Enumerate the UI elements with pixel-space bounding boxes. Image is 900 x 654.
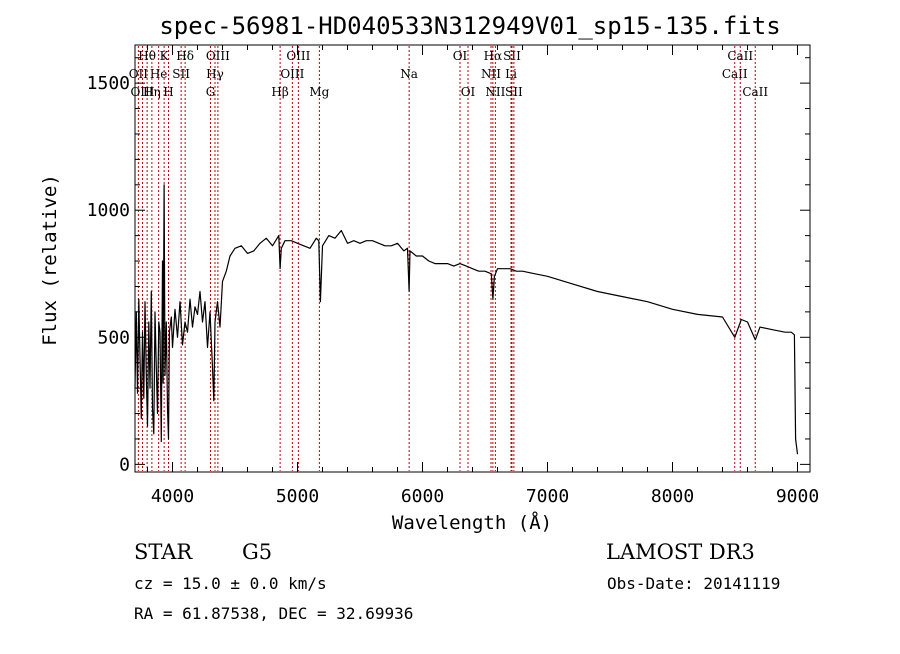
marker-label-14: OIII xyxy=(286,49,310,63)
x-tick-label-5000: 5000 xyxy=(276,486,319,507)
marker-label-7: SII xyxy=(172,67,190,81)
marker-label-0: Hθ xyxy=(138,49,156,63)
x-tick-label-9000: 9000 xyxy=(776,486,819,507)
object-subclass: G5 xyxy=(242,540,272,564)
y-tick-label-1000: 1000 xyxy=(87,200,130,221)
marker-label-12: Hβ xyxy=(271,85,288,99)
marker-label-23: SII xyxy=(503,49,521,63)
marker-label-16: Na xyxy=(400,67,418,81)
marker-label-21: NII xyxy=(485,85,505,99)
obs-date: Obs-Date: 20141119 xyxy=(607,574,780,593)
redshift-text: cz = 15.0 ± 0.0 km/s xyxy=(134,574,327,593)
chart-title: spec-56981-HD040533N312949V01_sp15-135.f… xyxy=(159,12,780,40)
marker-label-4: Hη xyxy=(143,85,161,99)
spectrum-series xyxy=(134,184,799,455)
marker-label-11: OIII xyxy=(206,49,230,63)
marker-label-24: SII xyxy=(505,85,523,99)
y-tick-label-0: 0 xyxy=(119,454,130,475)
marker-label-10: Hγ xyxy=(206,67,224,81)
marker-label-17: OI xyxy=(453,49,468,63)
plot-frame xyxy=(134,44,811,473)
marker-label-1: OII xyxy=(129,67,149,81)
spectrum-line-flux xyxy=(134,184,799,455)
marker-label-9: G xyxy=(206,85,216,99)
y-tick-label-1500: 1500 xyxy=(87,73,130,94)
x-tick-label-4000: 4000 xyxy=(151,486,194,507)
marker-label-15: Mg xyxy=(309,85,329,99)
marker-label-20: Hα xyxy=(484,49,503,63)
marker-label-13: OIII xyxy=(280,67,304,81)
coordinates: RA = 61.87538, DEC = 32.69936 xyxy=(134,604,413,623)
marker-label-8: Hδ xyxy=(176,49,194,63)
object-class: STAR xyxy=(134,540,193,564)
axes: 4000 5000 6000 7000 8000 9000 0 500 1000 1500 xyxy=(87,44,819,507)
y-axis-label: Flux (relative) xyxy=(39,174,61,346)
x-tick-label-8000: 8000 xyxy=(651,486,694,507)
marker-label-2: He xyxy=(150,67,168,81)
x-axis-label: Wavelength (Å) xyxy=(392,511,552,534)
y-tick-label-500: 500 xyxy=(97,327,130,348)
marker-label-5: K xyxy=(160,49,170,63)
marker-label-3: OIII xyxy=(130,85,154,99)
marker-label-25: CaII xyxy=(722,67,748,81)
x-tick-label-7000: 7000 xyxy=(526,486,569,507)
marker-label-19: NII xyxy=(481,67,501,81)
marker-label-22: Li xyxy=(505,67,517,81)
survey-name: LAMOST DR3 xyxy=(606,540,755,564)
marker-label-27: CaII xyxy=(742,85,768,99)
marker-label-18: OI xyxy=(461,85,476,99)
x-tick-label-6000: 6000 xyxy=(401,486,444,507)
marker-label-26: CaII xyxy=(727,49,753,63)
marker-label-6: H xyxy=(163,85,173,99)
